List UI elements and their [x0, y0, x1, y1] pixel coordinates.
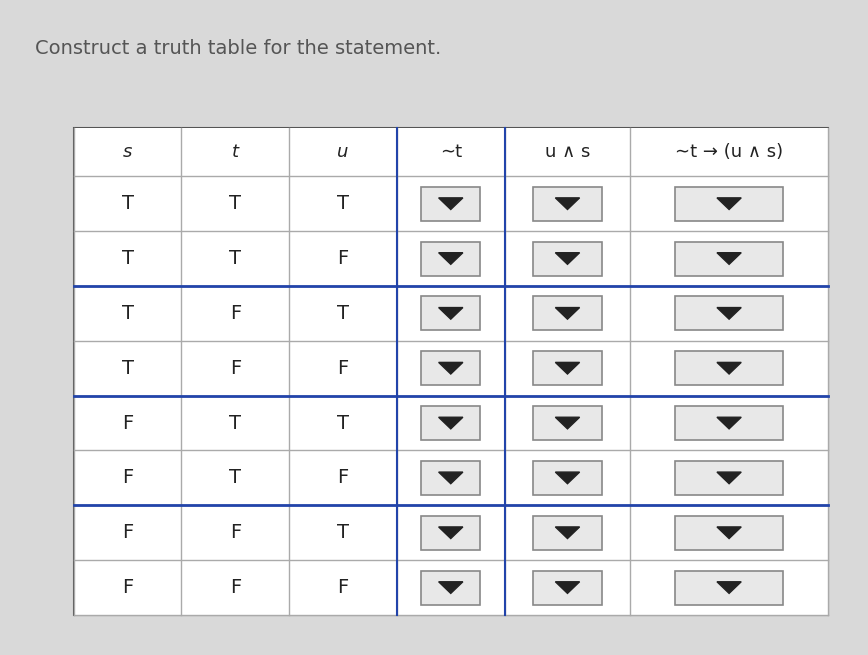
FancyBboxPatch shape	[533, 187, 602, 221]
FancyBboxPatch shape	[421, 515, 480, 550]
Text: Construct a truth table for the statement.: Construct a truth table for the statemen…	[35, 39, 441, 58]
Polygon shape	[717, 198, 741, 210]
Polygon shape	[556, 527, 580, 538]
Text: T: T	[337, 194, 349, 213]
Text: F: F	[338, 578, 349, 597]
FancyBboxPatch shape	[74, 128, 828, 615]
FancyBboxPatch shape	[533, 296, 602, 330]
FancyBboxPatch shape	[674, 296, 784, 330]
Text: T: T	[122, 249, 134, 268]
Polygon shape	[438, 253, 463, 265]
Text: T: T	[229, 468, 241, 487]
FancyBboxPatch shape	[421, 242, 480, 276]
FancyBboxPatch shape	[674, 461, 784, 495]
Polygon shape	[717, 362, 741, 374]
FancyBboxPatch shape	[533, 461, 602, 495]
FancyBboxPatch shape	[421, 406, 480, 440]
Text: T: T	[229, 413, 241, 432]
Text: s: s	[123, 143, 132, 161]
Text: T: T	[122, 194, 134, 213]
Text: ∼t → (u ∧ s): ∼t → (u ∧ s)	[675, 143, 783, 161]
Polygon shape	[556, 582, 580, 593]
FancyBboxPatch shape	[74, 176, 828, 231]
FancyBboxPatch shape	[74, 396, 828, 451]
FancyBboxPatch shape	[533, 242, 602, 276]
Text: F: F	[122, 578, 133, 597]
FancyBboxPatch shape	[421, 571, 480, 605]
Text: F: F	[230, 578, 241, 597]
FancyBboxPatch shape	[421, 187, 480, 221]
FancyBboxPatch shape	[74, 128, 828, 176]
FancyBboxPatch shape	[533, 571, 602, 605]
Text: T: T	[337, 523, 349, 542]
FancyBboxPatch shape	[74, 286, 828, 341]
Polygon shape	[556, 417, 580, 429]
FancyBboxPatch shape	[533, 406, 602, 440]
Text: T: T	[122, 359, 134, 378]
Text: F: F	[230, 523, 241, 542]
Polygon shape	[438, 582, 463, 593]
FancyBboxPatch shape	[74, 341, 828, 396]
Polygon shape	[717, 527, 741, 538]
Polygon shape	[556, 308, 580, 319]
Text: F: F	[122, 523, 133, 542]
FancyBboxPatch shape	[74, 505, 828, 560]
FancyBboxPatch shape	[533, 515, 602, 550]
Text: F: F	[338, 468, 349, 487]
FancyBboxPatch shape	[674, 571, 784, 605]
Polygon shape	[438, 472, 463, 483]
Text: T: T	[337, 413, 349, 432]
FancyBboxPatch shape	[674, 406, 784, 440]
Text: F: F	[338, 249, 349, 268]
Polygon shape	[556, 472, 580, 483]
Text: F: F	[122, 468, 133, 487]
Text: T: T	[229, 194, 241, 213]
Text: u ∧ s: u ∧ s	[545, 143, 590, 161]
Polygon shape	[717, 308, 741, 319]
Text: T: T	[122, 304, 134, 323]
FancyBboxPatch shape	[674, 515, 784, 550]
FancyBboxPatch shape	[674, 187, 784, 221]
Polygon shape	[438, 198, 463, 210]
Polygon shape	[717, 417, 741, 429]
Polygon shape	[717, 472, 741, 483]
FancyBboxPatch shape	[74, 451, 828, 505]
Text: T: T	[337, 304, 349, 323]
FancyBboxPatch shape	[74, 560, 828, 615]
FancyBboxPatch shape	[421, 461, 480, 495]
Text: F: F	[230, 304, 241, 323]
FancyBboxPatch shape	[421, 351, 480, 385]
Polygon shape	[438, 308, 463, 319]
Text: ∼t: ∼t	[440, 143, 462, 161]
FancyBboxPatch shape	[421, 296, 480, 330]
Polygon shape	[556, 362, 580, 374]
Polygon shape	[556, 253, 580, 265]
Polygon shape	[556, 198, 580, 210]
Text: F: F	[122, 413, 133, 432]
FancyBboxPatch shape	[674, 242, 784, 276]
Text: t: t	[232, 143, 239, 161]
Polygon shape	[438, 362, 463, 374]
Polygon shape	[717, 253, 741, 265]
Text: u: u	[338, 143, 349, 161]
Polygon shape	[438, 417, 463, 429]
Text: F: F	[230, 359, 241, 378]
Polygon shape	[717, 582, 741, 593]
FancyBboxPatch shape	[74, 231, 828, 286]
Text: F: F	[338, 359, 349, 378]
Text: T: T	[229, 249, 241, 268]
Polygon shape	[438, 527, 463, 538]
FancyBboxPatch shape	[533, 351, 602, 385]
FancyBboxPatch shape	[674, 351, 784, 385]
